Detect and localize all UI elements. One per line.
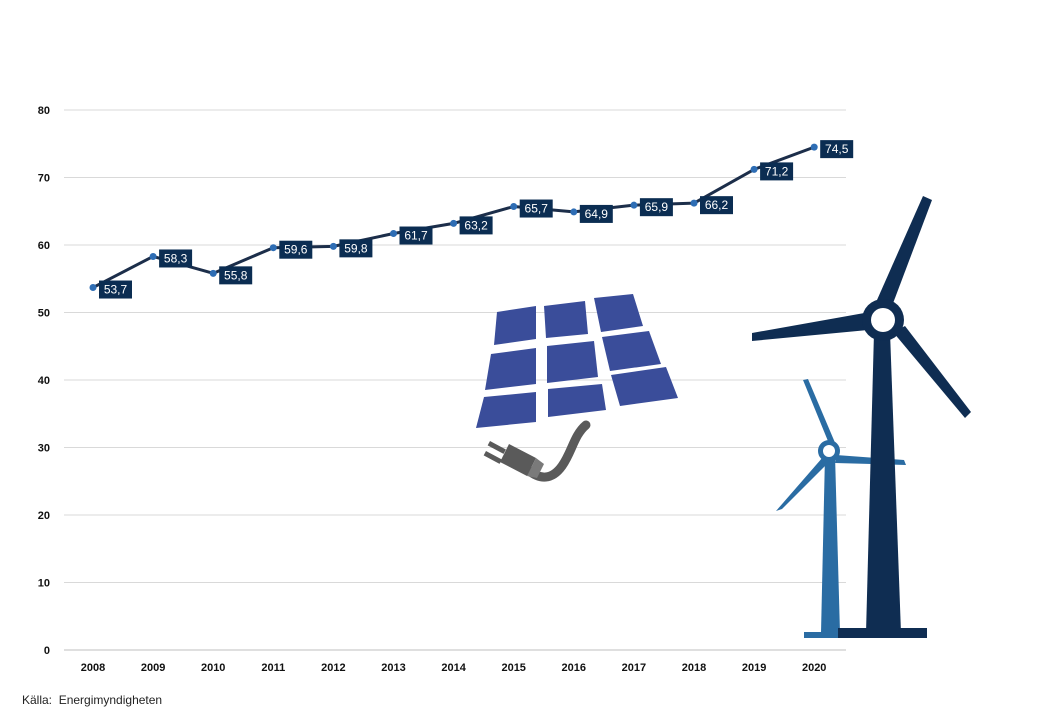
data-label-box — [399, 226, 433, 245]
x-tick-label: 2010 — [201, 662, 225, 674]
data-label-text: 71,2 — [765, 164, 789, 178]
data-label: 71,2 — [760, 162, 794, 181]
solar-panel-with-plug-icon — [476, 294, 678, 482]
x-tick-label: 2017 — [622, 662, 646, 674]
data-label: 58,3 — [159, 249, 193, 268]
data-label-text: 55,8 — [224, 268, 248, 282]
x-tick-label: 2009 — [141, 662, 165, 674]
data-label: 63,2 — [459, 216, 493, 235]
x-tick-label: 2018 — [682, 662, 706, 674]
y-tick-label: 80 — [38, 105, 50, 117]
data-point — [269, 244, 277, 252]
data-label-box — [639, 198, 673, 217]
x-tick-label: 2020 — [802, 662, 826, 674]
data-label: 64,9 — [579, 204, 613, 223]
x-tick-label: 2011 — [261, 662, 285, 674]
data-label-box — [760, 162, 794, 181]
data-point — [149, 252, 157, 260]
data-label: 65,7 — [519, 199, 553, 218]
data-label-box — [339, 239, 373, 258]
series-line — [92, 145, 815, 289]
data-label-text: 65,9 — [645, 200, 669, 214]
data-label-box — [159, 249, 193, 268]
data-label: 55,8 — [219, 266, 253, 285]
x-tick-label: 2012 — [321, 662, 345, 674]
data-label: 53,7 — [99, 280, 132, 299]
data-label: 59,6 — [279, 240, 313, 259]
data-point — [209, 269, 217, 277]
data-label-box — [519, 199, 553, 218]
source-label: Källa: — [22, 693, 53, 707]
data-label-box — [459, 216, 493, 235]
data-label-text: 65,7 — [525, 202, 549, 216]
data-label-text: 66,2 — [705, 198, 729, 212]
data-point — [89, 284, 97, 292]
series-line-path — [92, 145, 815, 289]
data-label-text: 53,7 — [104, 283, 128, 297]
data-label-text: 58,3 — [164, 251, 188, 265]
y-tick-label: 60 — [38, 240, 50, 252]
data-point — [690, 199, 698, 207]
y-tick-label: 70 — [38, 173, 50, 185]
y-tick-label: 30 — [38, 443, 50, 455]
y-tick-label: 50 — [38, 308, 50, 320]
data-label-box — [279, 240, 313, 259]
gridlines — [64, 109, 846, 651]
data-label: 59,8 — [339, 239, 373, 258]
data-point — [630, 201, 638, 209]
data-label-text: 63,2 — [464, 218, 488, 232]
data-label-box — [820, 140, 854, 159]
data-label-text: 59,6 — [284, 243, 308, 257]
data-label: 66,2 — [700, 196, 733, 215]
data-label-text: 59,8 — [344, 241, 368, 255]
data-label-box — [700, 196, 733, 215]
data-point — [750, 165, 758, 173]
y-axis-tick-labels: 0 10 20 30 40 50 60 70 80 — [38, 105, 50, 657]
data-label-box — [99, 280, 132, 299]
data-label-box — [579, 204, 613, 223]
data-label-text: 64,9 — [585, 207, 609, 221]
series-markers — [89, 143, 818, 292]
data-point — [810, 143, 818, 151]
data-label: 74,5 — [820, 140, 854, 159]
data-label-text: 61,7 — [404, 229, 428, 243]
x-tick-label: 2015 — [501, 662, 525, 674]
data-labels: 53,7 58,3 55,8 59,6 59,8 61,7 63,2 65,7 64,9 65,9… — [99, 140, 854, 299]
data-label-box — [219, 266, 253, 285]
y-tick-label: 40 — [38, 375, 50, 387]
x-tick-label: 2008 — [81, 662, 105, 674]
data-label: 65,9 — [639, 198, 673, 217]
wind-turbines-icon — [752, 196, 971, 638]
data-point — [570, 208, 578, 216]
x-tick-label: 2016 — [562, 662, 586, 674]
data-label: 61,7 — [399, 226, 433, 245]
data-point — [510, 203, 518, 211]
y-tick-label: 0 — [44, 645, 50, 657]
y-tick-label: 20 — [38, 510, 50, 522]
data-point — [450, 219, 458, 227]
y-tick-label: 10 — [38, 578, 50, 590]
data-label-text: 74,5 — [825, 142, 849, 156]
source-note: Källa: Energimyndigheten — [22, 693, 162, 707]
x-tick-label: 2019 — [742, 662, 766, 674]
x-tick-label: 2014 — [441, 662, 466, 674]
source-value: Energimyndigheten — [58, 693, 163, 707]
data-point — [329, 242, 337, 250]
x-axis-tick-labels: 2008 2009 2010 2011 2012 2013 2014 2015 2016 2017… — [81, 662, 827, 674]
x-tick-label: 2013 — [381, 662, 405, 674]
data-point — [390, 230, 397, 238]
